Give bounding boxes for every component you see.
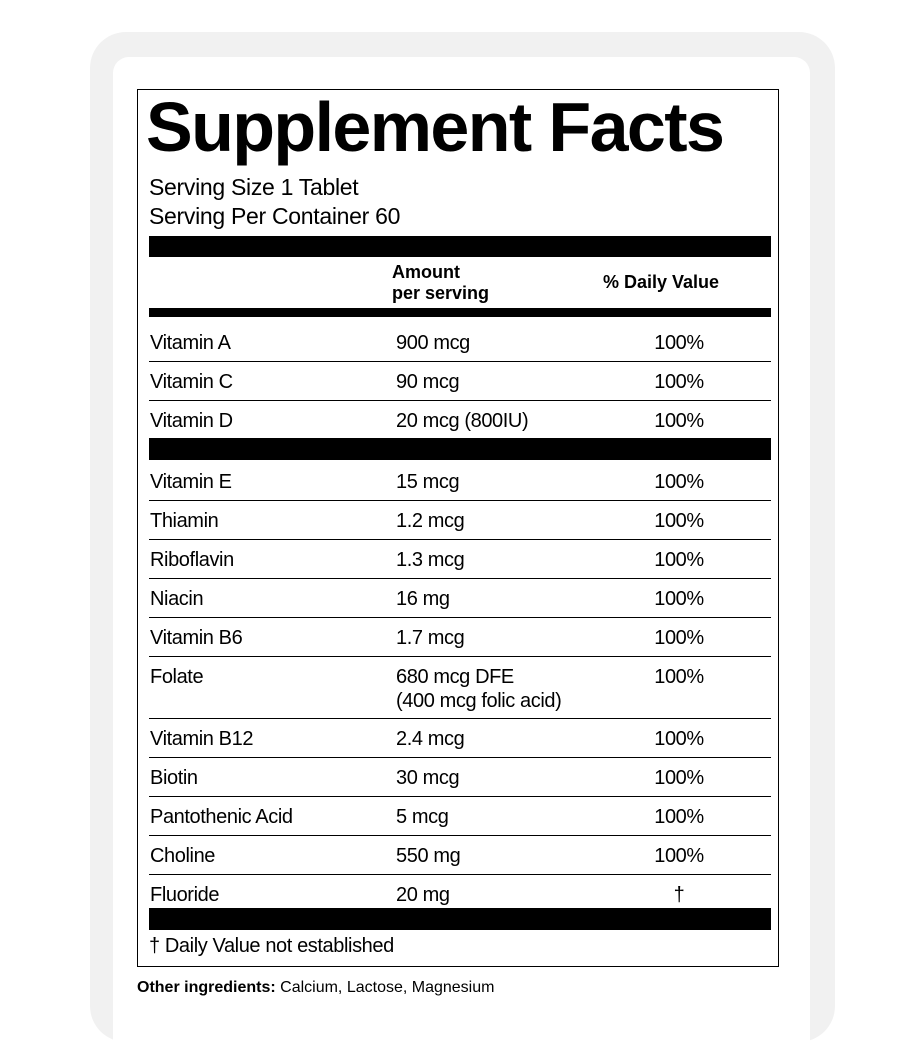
other-ingredients: Other ingredients: Calcium, Lactose, Mag… xyxy=(137,979,494,997)
amount: 30 mcg xyxy=(396,767,460,789)
divider xyxy=(149,236,771,257)
amount: 2.4 mcg xyxy=(396,728,465,750)
nutrient: Vitamin E xyxy=(150,471,232,493)
table-row: Fluoride 20 mg † xyxy=(149,875,771,913)
daily-value: 100% xyxy=(654,728,704,750)
amount: 15 mcg xyxy=(396,471,460,493)
amount: 90 mcg xyxy=(396,371,460,393)
column-header: % Daily Value xyxy=(603,272,720,292)
nutrient: Biotin xyxy=(150,767,198,789)
table-row: Biotin 30 mcg 100% xyxy=(149,758,771,797)
amount: 20 mg xyxy=(396,884,450,906)
table-row: Vitamin A 900 mcg 100% xyxy=(149,323,771,362)
other-text: Calcium, Lactose, Magnesium xyxy=(280,979,495,996)
footnote: † Daily Value not established xyxy=(149,935,394,957)
table-row: Vitamin C 90 mcg 100% xyxy=(149,362,771,401)
table-row: Vitamin B12 2.4 mcg 100% xyxy=(149,719,771,758)
amount: 1.7 mcg xyxy=(396,627,465,649)
divider xyxy=(149,908,771,930)
nutrient: Pantothenic Acid xyxy=(150,806,293,828)
table-row: Riboflavin 1.3 mcg 100% xyxy=(149,540,771,579)
table-row: Vitamin D 20 mcg (800IU) 100% xyxy=(149,401,771,439)
daily-value: 100% xyxy=(654,332,704,354)
page: Supplement Facts Serving Size 1 Tablet S… xyxy=(90,32,835,1042)
nutrient: Folate xyxy=(150,666,204,688)
daily-value: 100% xyxy=(654,371,704,393)
daily-value: 100% xyxy=(654,588,704,610)
amount: 680 mcg DFE (400 mcg folic acid) xyxy=(396,666,562,712)
table-row: Vitamin B6 1.7 mcg 100% xyxy=(149,618,771,657)
table-row: Vitamin E 15 mcg 100% xyxy=(149,462,771,501)
serving-size: Serving Size 1 Tablet xyxy=(149,174,359,200)
daily-value: † xyxy=(673,884,685,906)
nutrient: Choline xyxy=(150,845,216,867)
nutrient: Vitamin B6 xyxy=(150,627,243,649)
daily-value: 100% xyxy=(654,549,704,571)
card xyxy=(113,57,810,1057)
other-label: Other ingredients: xyxy=(137,979,276,996)
table-row: Folate 680 mcg DFE (400 mcg folic acid) 10… xyxy=(149,657,771,719)
servings-per-container: Serving Per Container 60 xyxy=(149,203,401,229)
nutrient: Vitamin D xyxy=(150,410,233,432)
nutrient: Vitamin B12 xyxy=(150,728,254,750)
daily-value: 100% xyxy=(654,510,704,532)
table-row: Thiamin 1.2 mcg 100% xyxy=(149,501,771,540)
amount: 20 mcg (800IU) xyxy=(396,410,529,432)
amount: 1.3 mcg xyxy=(396,549,465,571)
nutrient: Fluoride xyxy=(150,884,220,906)
row-group: Vitamin E 15 mcg 100% Thiamin 1.2 mcg 100% Rib… xyxy=(149,462,771,913)
table-row: Pantothenic Acid 5 mcg 100% xyxy=(149,797,771,836)
daily-value: 100% xyxy=(654,806,704,828)
nutrient: Thiamin xyxy=(150,510,219,532)
title: Supplement Facts xyxy=(146,88,725,166)
column-header: Amount per serving xyxy=(392,262,490,303)
divider xyxy=(149,308,771,317)
nutrient: Vitamin C xyxy=(150,371,233,393)
facts-label: Supplement Facts Serving Size 1 Tablet S… xyxy=(137,89,779,967)
daily-value: 100% xyxy=(654,666,704,688)
daily-value: 100% xyxy=(654,627,704,649)
table-row: Niacin 16 mg 100% xyxy=(149,579,771,618)
nutrient: Vitamin A xyxy=(150,332,231,354)
divider xyxy=(149,438,771,460)
nutrient: Riboflavin xyxy=(150,549,234,571)
amount: 900 mcg xyxy=(396,332,470,354)
table-row: Choline 550 mg 100% xyxy=(149,836,771,875)
row-group: Vitamin A 900 mcg 100% Vitamin C 90 mcg 100% V… xyxy=(149,323,771,439)
amount: 550 mg xyxy=(396,845,461,867)
amount: 5 mcg xyxy=(396,806,449,828)
daily-value: 100% xyxy=(654,845,704,867)
daily-value: 100% xyxy=(654,471,704,493)
amount: 1.2 mcg xyxy=(396,510,465,532)
nutrient: Niacin xyxy=(150,588,204,610)
amount: 16 mg xyxy=(396,588,450,610)
daily-value: 100% xyxy=(654,767,704,789)
daily-value: 100% xyxy=(654,410,704,432)
